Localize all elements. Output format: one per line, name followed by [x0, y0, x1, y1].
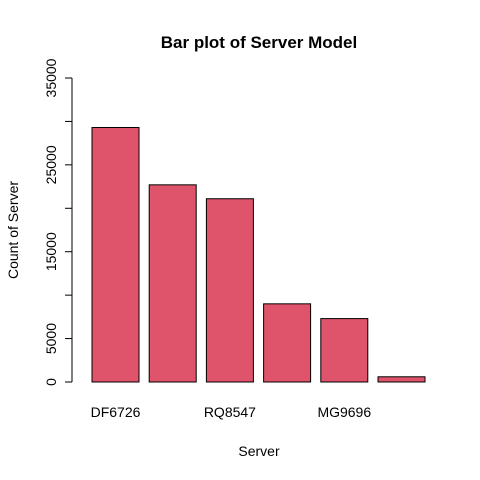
x-tick-label: RQ8547 [204, 404, 256, 420]
chart-title: Bar plot of Server Model [161, 33, 357, 52]
bars-group [92, 128, 425, 382]
y-tick-label: 0 [43, 378, 59, 386]
bar-4 [264, 304, 311, 382]
x-tick-label: DF6726 [91, 404, 141, 420]
y-tick-label: 5000 [43, 323, 59, 354]
y-axis-label: Count of Server [5, 181, 21, 279]
y-tick-label: 25000 [43, 145, 59, 184]
bar-6 [378, 377, 425, 382]
bar-5 [321, 319, 368, 382]
bar-2 [149, 185, 196, 382]
y-tick-label: 15000 [43, 232, 59, 271]
bar-1 [92, 128, 139, 382]
bar-3 [206, 199, 253, 382]
y-axis: 0 5000 15000 25000 35000 [43, 58, 72, 386]
x-axis-label: Server [238, 443, 280, 459]
y-tick-label: 35000 [43, 58, 59, 97]
x-tick-labels: DF6726 RQ8547 MG9696 [91, 404, 372, 420]
x-tick-label: MG9696 [317, 404, 371, 420]
